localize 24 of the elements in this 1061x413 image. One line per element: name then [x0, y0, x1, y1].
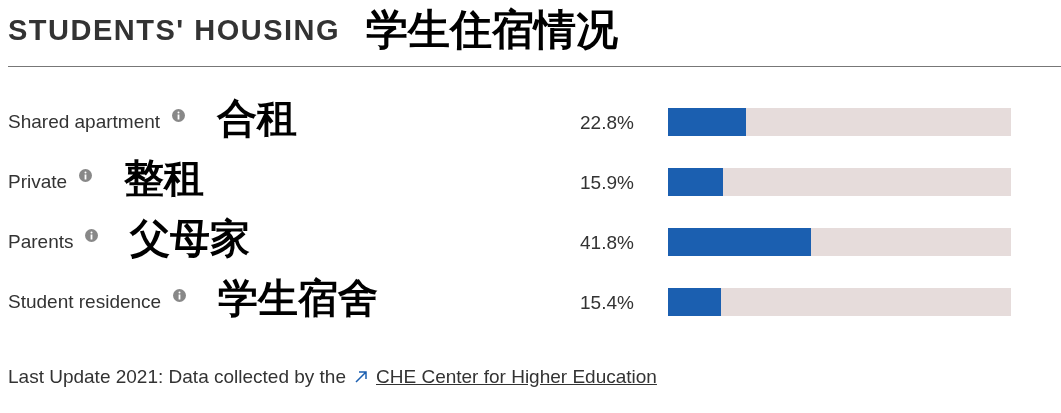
bar — [668, 107, 747, 137]
text: 合租 — [217, 94, 298, 142]
bar — [668, 227, 812, 257]
bar — [668, 167, 723, 197]
text: Last Update 2021: Data collected by the — [8, 366, 347, 388]
bar — [722, 167, 1011, 197]
chart-subtitle: 学生住宿情况 — [366, 5, 619, 55]
data-label: 41.8% — [580, 232, 634, 253]
text: CHE Center for Higher Education — [376, 366, 657, 388]
text: 学生宿舍 — [218, 274, 379, 322]
text: 父母家 — [130, 214, 251, 262]
y-tick-label: Private — [8, 171, 68, 193]
data-label: 15.4% — [580, 292, 634, 313]
text: STUDENTS' HOUSING — [8, 13, 341, 47]
bar — [811, 227, 1011, 257]
text: 整租 — [124, 154, 205, 202]
bar — [720, 287, 1011, 317]
data-label: 15.9% — [580, 172, 634, 193]
y-tick-label: Student residence — [8, 291, 162, 313]
y-tick-label: Parents — [8, 231, 74, 253]
bar — [746, 107, 1011, 137]
bar — [668, 287, 721, 317]
y-tick-label: Shared apartment — [8, 111, 161, 133]
data-label: 22.8% — [580, 112, 634, 133]
